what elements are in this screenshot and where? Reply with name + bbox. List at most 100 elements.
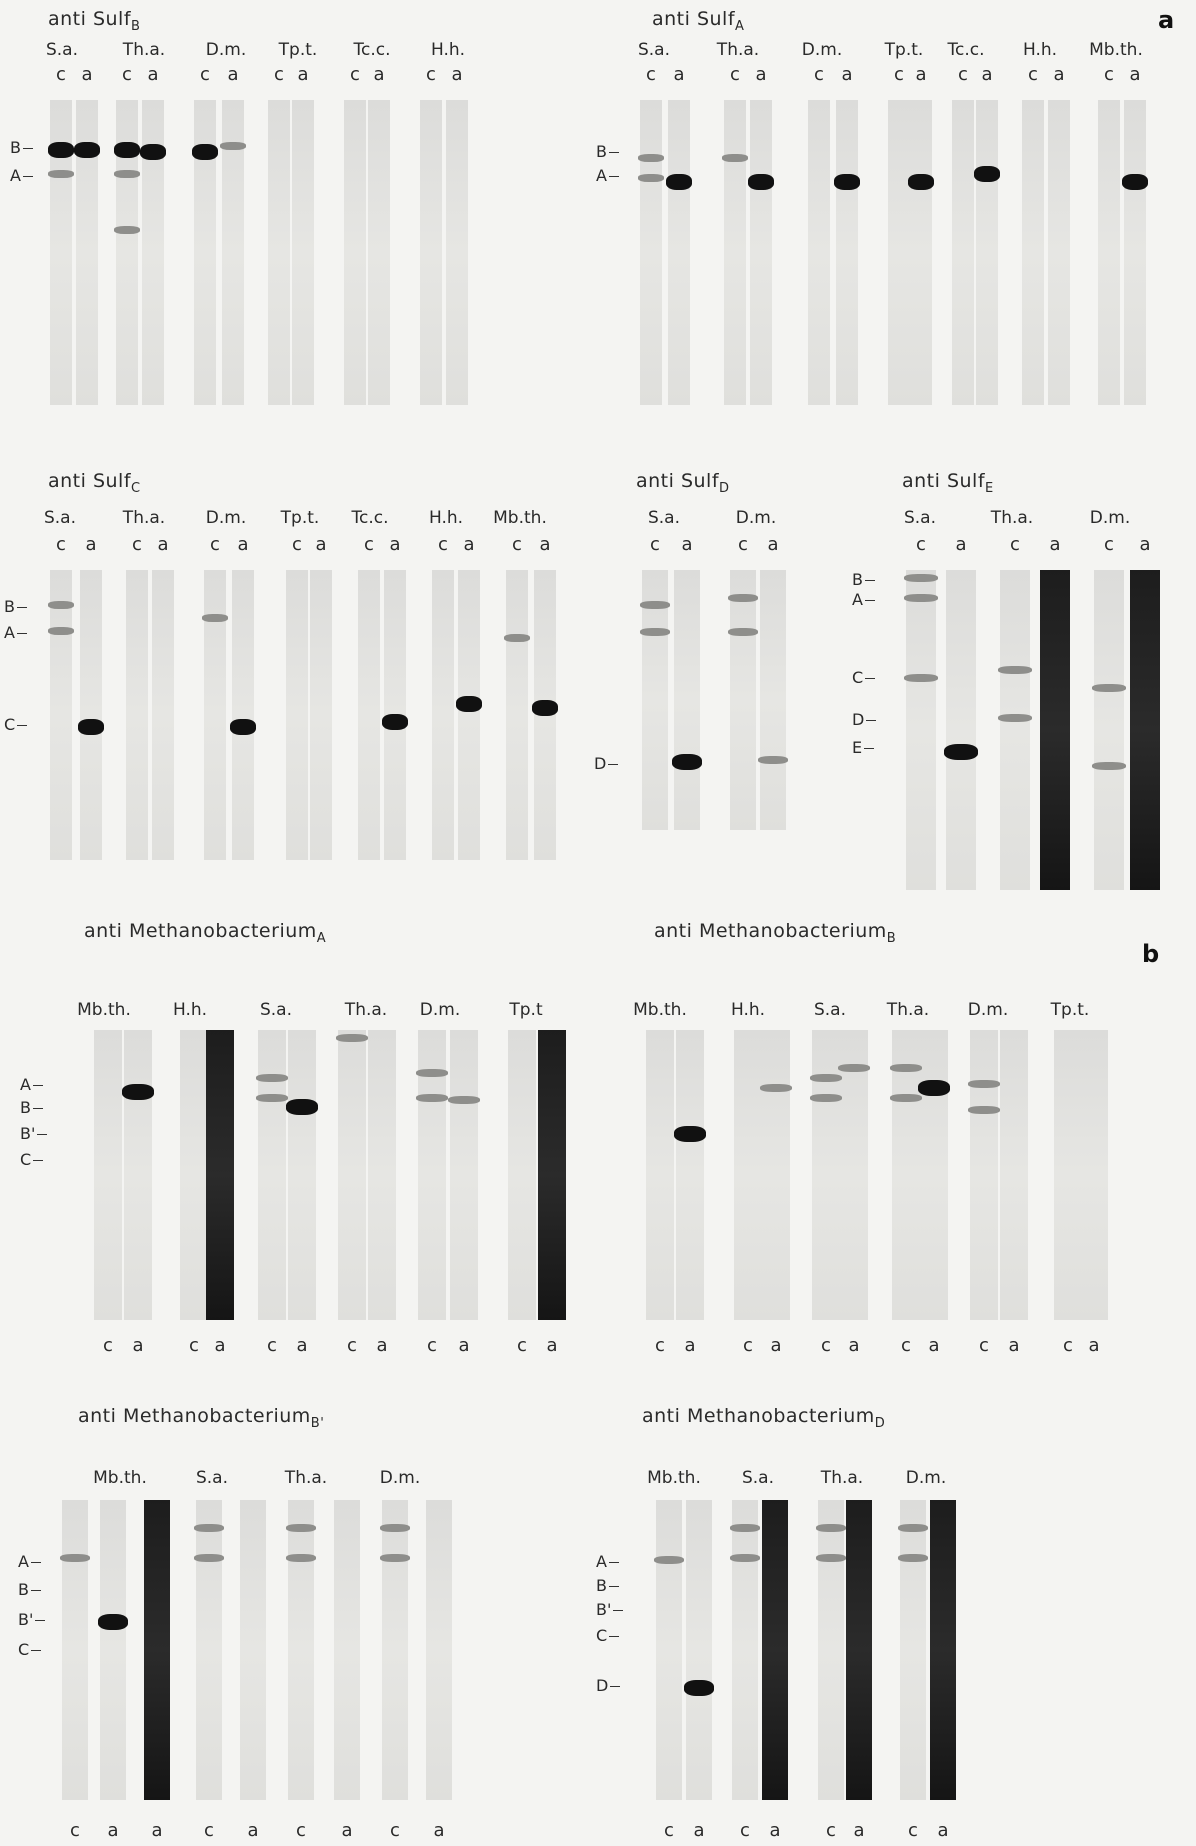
gel-lane: [930, 1500, 956, 1800]
species-label: D.m.: [205, 40, 247, 60]
lane-label-a: a: [770, 1335, 782, 1356]
gel-lane: [506, 570, 528, 860]
lane-label-c: c: [56, 534, 66, 555]
protein-band: [904, 674, 938, 682]
lane-label-a: a: [315, 534, 327, 555]
protein-band: [140, 144, 166, 160]
lane-label-c: c: [56, 64, 66, 85]
species-label: S.a.: [903, 508, 937, 528]
protein-band: [816, 1524, 846, 1532]
gel-lane: [910, 100, 932, 405]
molecular-marker: C: [20, 1150, 43, 1169]
gel-lane: [676, 1030, 704, 1320]
lane-label-c: c: [210, 534, 220, 555]
gel-lane: [286, 570, 308, 860]
species-label: Tp.t: [509, 1000, 543, 1020]
lane-label-a: a: [227, 64, 239, 85]
gel-lane: [1098, 100, 1120, 405]
protein-band: [114, 142, 140, 158]
panel-title-mb-a: anti MethanobacteriumA: [84, 920, 327, 946]
protein-band: [918, 1080, 950, 1096]
gel-lane: [900, 1500, 926, 1800]
lane-label-a: a: [389, 534, 401, 555]
lane-label-a: a: [693, 1820, 705, 1841]
molecular-marker: D: [852, 710, 876, 729]
species-label: Tp.t.: [884, 40, 924, 60]
protein-band: [758, 756, 788, 764]
species-label: Mb.th.: [647, 1468, 701, 1488]
protein-band: [728, 594, 758, 602]
species-label: D.m.: [967, 1000, 1009, 1020]
molecular-marker: A: [4, 623, 27, 642]
protein-band: [192, 144, 218, 160]
gel-lane: [152, 570, 174, 860]
gel-lane: [808, 100, 830, 405]
lane-label-a: a: [147, 64, 159, 85]
protein-band: [1092, 684, 1126, 692]
lane-label-a: a: [247, 1820, 259, 1841]
molecular-marker: E: [852, 738, 874, 757]
molecular-marker: C: [852, 668, 875, 687]
lane-label-a: a: [684, 1335, 696, 1356]
protein-band: [810, 1094, 842, 1102]
gel-lane: [1124, 100, 1146, 405]
species-label: Tc.c.: [351, 508, 389, 528]
lane-label-a: a: [1049, 534, 1061, 555]
lane-label-a: a: [1008, 1335, 1020, 1356]
panel-title-sulf-b: anti SulfB: [48, 8, 141, 34]
panel-title-mb-bp: anti MethanobacteriumB': [78, 1405, 325, 1431]
lane-label-a: a: [107, 1820, 119, 1841]
lane-label-c: c: [427, 1335, 437, 1356]
species-label: H.h.: [428, 508, 464, 528]
lane-label-c: c: [916, 534, 926, 555]
protein-band: [666, 174, 692, 190]
gel-lane: [142, 100, 164, 405]
lane-label-a: a: [1053, 64, 1065, 85]
species-label: Tc.c.: [947, 40, 985, 60]
protein-band: [114, 226, 140, 234]
gel-lane: [288, 1500, 314, 1800]
protein-band: [904, 574, 938, 582]
species-label: H.h.: [172, 1000, 208, 1020]
lane-label-a: a: [1139, 534, 1151, 555]
gel-lane: [310, 570, 332, 860]
lane-label-a: a: [681, 534, 693, 555]
gel-lane: [818, 1500, 844, 1800]
protein-band: [722, 154, 748, 162]
molecular-marker: B: [596, 1576, 619, 1595]
species-label: Mb.th.: [93, 1468, 147, 1488]
protein-band: [48, 170, 74, 178]
protein-band: [640, 601, 670, 609]
lane-label-a: a: [157, 534, 169, 555]
gel-lane: [840, 1030, 868, 1320]
lane-label-a: a: [853, 1820, 865, 1841]
gel-lane: [126, 570, 148, 860]
lane-label-a: a: [151, 1820, 163, 1841]
gel-lane: [732, 1500, 758, 1800]
species-label: Mb.th.: [77, 1000, 131, 1020]
protein-band: [674, 1126, 706, 1142]
protein-band: [810, 1074, 842, 1082]
lane-label-c: c: [1104, 64, 1114, 85]
lane-label-c: c: [512, 534, 522, 555]
protein-band: [898, 1524, 928, 1532]
gel-lane: [204, 570, 226, 860]
species-label: Mb.th.: [1089, 40, 1143, 60]
species-label: D.m.: [905, 1468, 947, 1488]
protein-band: [416, 1094, 448, 1102]
lane-label-a: a: [451, 64, 463, 85]
protein-band: [998, 666, 1032, 674]
protein-band: [194, 1554, 224, 1562]
gel-lane: [206, 1030, 234, 1320]
gel-lane: [976, 100, 998, 405]
gel-lane: [368, 1030, 396, 1320]
lane-label-c: c: [274, 64, 284, 85]
gel-lane: [358, 570, 380, 860]
protein-band: [382, 714, 408, 730]
panel-title-sulf-a: anti SulfA: [652, 8, 745, 34]
gel-lane: [196, 1500, 222, 1800]
gel-lane: [1054, 1030, 1082, 1320]
species-label: Tp.t.: [280, 508, 320, 528]
lane-label-c: c: [267, 1335, 277, 1356]
species-label: D.m.: [205, 508, 247, 528]
